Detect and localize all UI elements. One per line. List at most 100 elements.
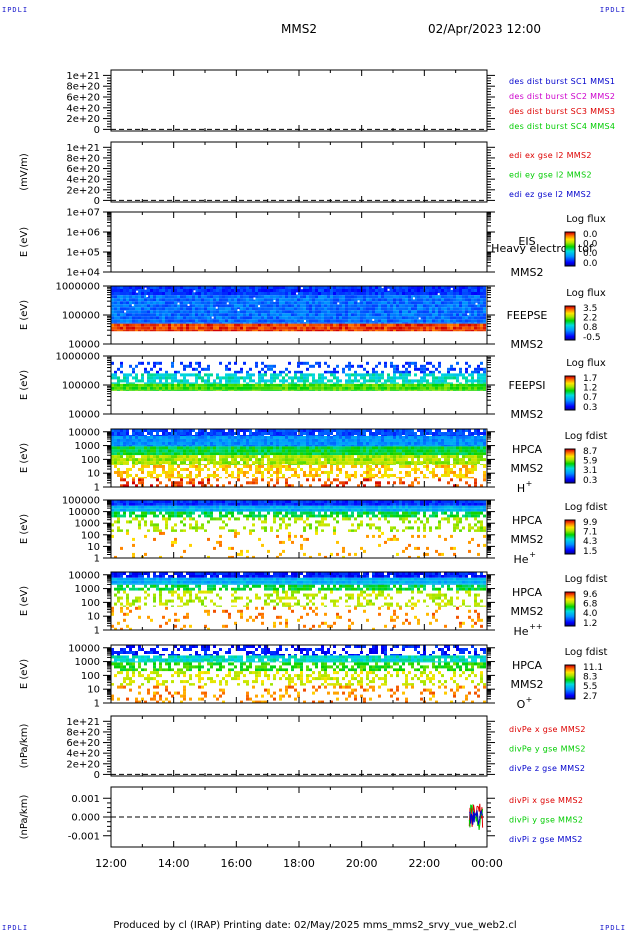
- y-tick-label: 8e+20: [66, 727, 100, 738]
- panel-4: 1000000 100000 10000 E (eV) FEEPSE MMS2 Log fl…: [19, 282, 606, 352]
- y-tick-label: 1e+21: [66, 717, 100, 728]
- y-tick-label: 4e+20: [66, 749, 100, 760]
- y-tick-label: 10: [87, 469, 100, 480]
- spacecraft-label: MMS2: [511, 462, 544, 475]
- colorbar: [564, 305, 576, 341]
- x-axis: 12:00 14:00 16:00 18:00 20:00 22:00 00:00: [95, 857, 503, 870]
- y-tick-label: 6e+20: [66, 164, 100, 175]
- colorbar-tick-label: 0.0: [583, 259, 598, 269]
- legend-entry: edi ex gse l2 MMS2: [509, 151, 592, 160]
- y-tick-label: 0.000: [71, 813, 100, 824]
- colorbar-frame: [564, 519, 576, 555]
- legend-entry: des dist burst SC1 MMS1: [509, 77, 615, 86]
- species-label: O: [517, 698, 526, 711]
- species-charge-label: +: [526, 479, 533, 488]
- colorbar-tick-label: 4.0: [583, 609, 598, 619]
- colorbar-frame: [564, 305, 576, 341]
- y-tick-label: 100000: [62, 311, 100, 322]
- y-tick-label: 1000: [75, 584, 100, 595]
- colorbar-frame: [564, 664, 576, 700]
- species-label: H: [517, 482, 525, 495]
- legend-entry: des dist burst SC4 MMS4: [509, 122, 615, 131]
- y-axis-label: (mV/m): [19, 153, 30, 191]
- y-tick-label: 1: [94, 554, 100, 565]
- legend-entry: des dist burst SC3 MMS3: [509, 107, 615, 116]
- spectrogram-cells: [111, 645, 486, 703]
- y-axis-label: (nPa/km): [19, 724, 30, 769]
- legend-entry: divPi y gse MMS2: [509, 816, 583, 825]
- spectrogram-cells: [111, 500, 486, 558]
- y-tick-label: 1000000: [55, 352, 100, 363]
- colorbar-tick-label: 1.2: [583, 619, 597, 629]
- colorbar-tick-label: 5.9: [583, 457, 598, 467]
- y-tick-label: 8e+20: [66, 153, 100, 164]
- x-tick-label: 14:00: [158, 857, 190, 870]
- y-tick-label: 10: [87, 542, 100, 553]
- y-axis-label: E (eV): [19, 227, 30, 257]
- spectrogram-cells: [111, 429, 486, 487]
- y-axis-label: E (eV): [19, 300, 30, 330]
- y-tick-label: 0: [94, 770, 100, 781]
- colorbar-tick-label: 0.3: [583, 476, 597, 486]
- colorbar-tick-label: 9.9: [583, 518, 598, 528]
- y-tick-label: 100: [81, 530, 100, 541]
- colorbar-tick-label: 0.0: [583, 240, 598, 250]
- legend-entry: divPi x gse MMS2: [509, 796, 583, 805]
- y-tick-label: 10000: [68, 427, 100, 438]
- corner-label-bottom-right: IPDLI: [599, 924, 626, 932]
- colorbar-tick-label: 3.5: [583, 304, 597, 314]
- colorbar-title: Log flux: [566, 288, 606, 299]
- colorbar-tick-label: 4.3: [583, 537, 597, 547]
- legend-entry: divPi z gse MMS2: [509, 835, 583, 844]
- spacecraft-label: MMS2: [511, 338, 544, 351]
- colorbar-title: Log flux: [566, 358, 606, 369]
- species-charge-label: +: [529, 550, 536, 559]
- instrument-label: HPCA: [512, 514, 543, 527]
- spacecraft-label: MMS2: [511, 266, 544, 279]
- panel-8: 10000 1000 100 10 1 E (eV) HPCA MMS2 He ++ Log fdi…: [19, 570, 607, 638]
- y-tick-label: 0.001: [71, 794, 100, 805]
- colorbar-tick-label: 7.1: [583, 528, 597, 538]
- y-axis-label: E (eV): [19, 659, 30, 689]
- panel-3: 1e+07 1e+06 1e+05 1e+04 E (eV) EIS MMS2 Heavy e…: [19, 208, 606, 280]
- colorbar-tick-label: 8.3: [583, 673, 597, 683]
- colorbar-title: Log fdist: [565, 574, 608, 585]
- colorbar-frame: [564, 448, 576, 484]
- y-tick-label: 4e+20: [66, 175, 100, 186]
- y-tick-label: 2e+20: [66, 114, 100, 125]
- overlay-label: Heavy electron tof: [491, 242, 594, 255]
- y-axis-label: (nPa/km): [19, 795, 30, 840]
- y-tick-label: 100000: [62, 496, 100, 507]
- instrument-label: FEEPSE: [507, 309, 548, 322]
- colorbar-tick-label: 8.7: [583, 447, 597, 457]
- y-tick-label: 1: [94, 699, 100, 710]
- y-tick-label: 4e+20: [66, 103, 100, 114]
- series-line: [468, 803, 484, 830]
- date-time-label: 02/Apr/2023 12:00: [428, 22, 542, 36]
- y-tick-label: 10000: [68, 643, 100, 654]
- instrument-label: FEEPSI: [508, 379, 545, 392]
- x-tick-label: 20:00: [346, 857, 378, 870]
- colorbar-frame: [564, 375, 576, 411]
- instrument-label: HPCA: [512, 586, 543, 599]
- y-axis-label: E (eV): [19, 370, 30, 400]
- y-tick-label: 0: [94, 196, 100, 207]
- panel-6: 10000 1000 100 10 1 E (eV) HPCA MMS2 H + Log fdist…: [19, 427, 607, 495]
- colorbar: [564, 591, 576, 627]
- y-tick-label: 1000: [75, 657, 100, 668]
- colorbar-title: Log flux: [566, 214, 606, 225]
- corner-label-bottom-left: IPDLI: [2, 924, 29, 932]
- colorbar-title: Log fdist: [565, 431, 608, 442]
- legend-entry: edi ez gse l2 MMS2: [509, 190, 591, 199]
- series-line: [469, 809, 484, 825]
- page-title: MMS2: [281, 22, 317, 36]
- y-tick-label: 8e+20: [66, 82, 100, 93]
- x-tick-label: 18:00: [283, 857, 315, 870]
- y-tick-label: 1e+21: [66, 71, 100, 82]
- colorbar: [564, 375, 576, 411]
- spectrogram-cells: [111, 286, 489, 332]
- panel-5: 1000000 100000 10000 E (eV) FEEPSI MMS2 Log fl…: [19, 352, 606, 422]
